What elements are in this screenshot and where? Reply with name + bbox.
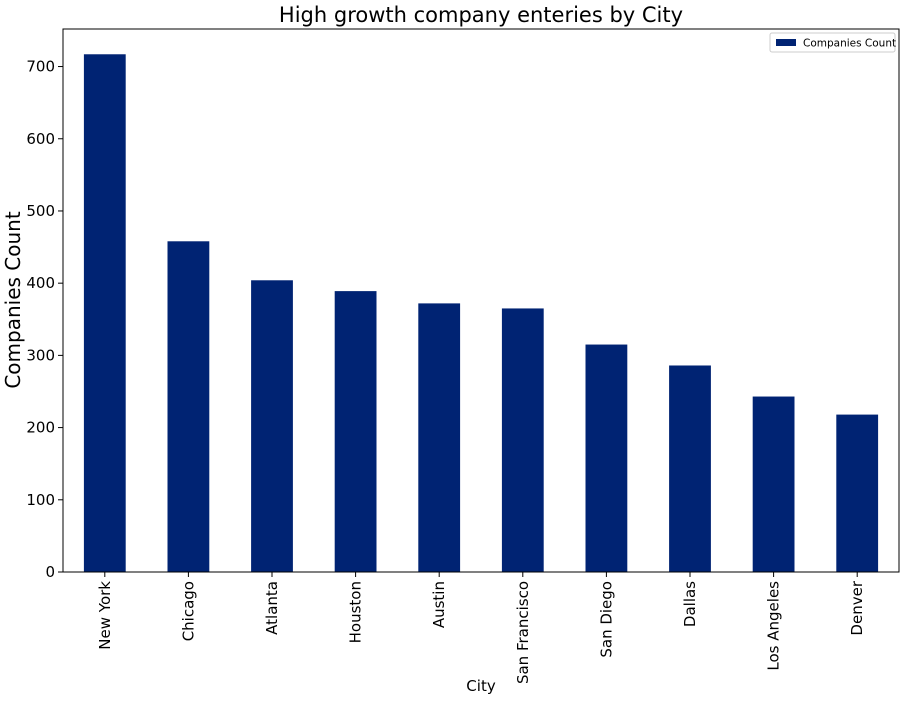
y-tick-label: 0 (45, 563, 55, 581)
x-tick-label: New York (96, 581, 114, 650)
plot-frame (62, 28, 900, 573)
bar (334, 291, 377, 572)
bar (585, 344, 628, 572)
bar (251, 280, 293, 572)
bar (83, 54, 126, 573)
y-tick-label: 100 (26, 491, 55, 509)
bar (418, 303, 461, 572)
y-tick-label: 500 (26, 202, 55, 220)
x-tick-label: Houston (347, 581, 365, 643)
bar (752, 396, 795, 572)
plot-area: New York Chicago Atlanta Houston Austin San F… (26, 28, 900, 684)
bar (167, 241, 210, 572)
x-tick-label: Los Angeles (765, 581, 783, 671)
legend-label: Companies Count (803, 38, 896, 50)
x-tick-label: Denver (848, 580, 866, 635)
y-tick-label: 400 (26, 274, 55, 292)
y-tick-label: 300 (26, 346, 55, 364)
x-tick-label: Dallas (681, 581, 699, 627)
y-tick-label: 600 (26, 130, 55, 148)
bar (669, 365, 711, 572)
x-tick-label: San Diego (597, 581, 615, 658)
legend-swatch (776, 39, 796, 46)
x-axis-label: City (466, 677, 496, 695)
y-tick-label: 700 (26, 58, 55, 76)
y-tick-label: 200 (26, 419, 55, 437)
x-tick-label: Atlanta (263, 581, 281, 635)
chart-title: High growth company enteries by City (279, 3, 683, 27)
x-tick-label: Chicago (179, 581, 197, 641)
y-axis-label: Companies Count (1, 211, 25, 389)
x-tick-label: San Francisco (514, 581, 532, 684)
bar (501, 308, 544, 572)
x-tick-label: Austin (430, 581, 448, 628)
legend-box (769, 32, 896, 53)
bar (836, 414, 879, 572)
legend: Companies Count (769, 32, 896, 53)
